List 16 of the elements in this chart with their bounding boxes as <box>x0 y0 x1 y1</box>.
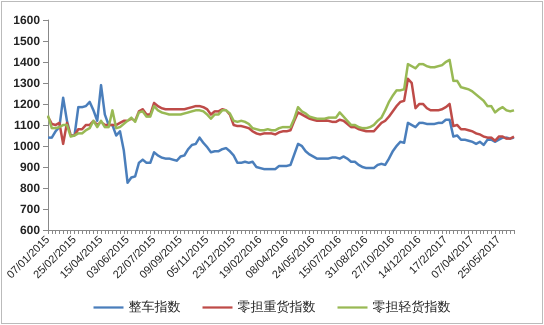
line-series <box>46 58 516 138</box>
y-tick-label: 1300 <box>13 76 40 90</box>
legend-label: 零担重货指数 <box>238 300 316 315</box>
y-tick-label: 800 <box>20 181 40 195</box>
y-tick-label: 1000 <box>13 139 40 153</box>
y-tick-label: 1100 <box>14 118 40 132</box>
legend-label: 整车指数 <box>128 300 180 315</box>
y-tick-label: 1200 <box>13 97 40 111</box>
y-tick-label: 700 <box>20 202 40 216</box>
y-tick-label: 1600 <box>13 13 40 27</box>
y-tick-label: 900 <box>20 160 40 174</box>
line-series <box>46 84 516 184</box>
y-tick-label: 1400 <box>13 55 40 69</box>
y-tick-label: 600 <box>20 223 40 237</box>
y-tick-label: 1500 <box>13 34 40 48</box>
legend-label: 零担轻货指数 <box>372 300 450 315</box>
